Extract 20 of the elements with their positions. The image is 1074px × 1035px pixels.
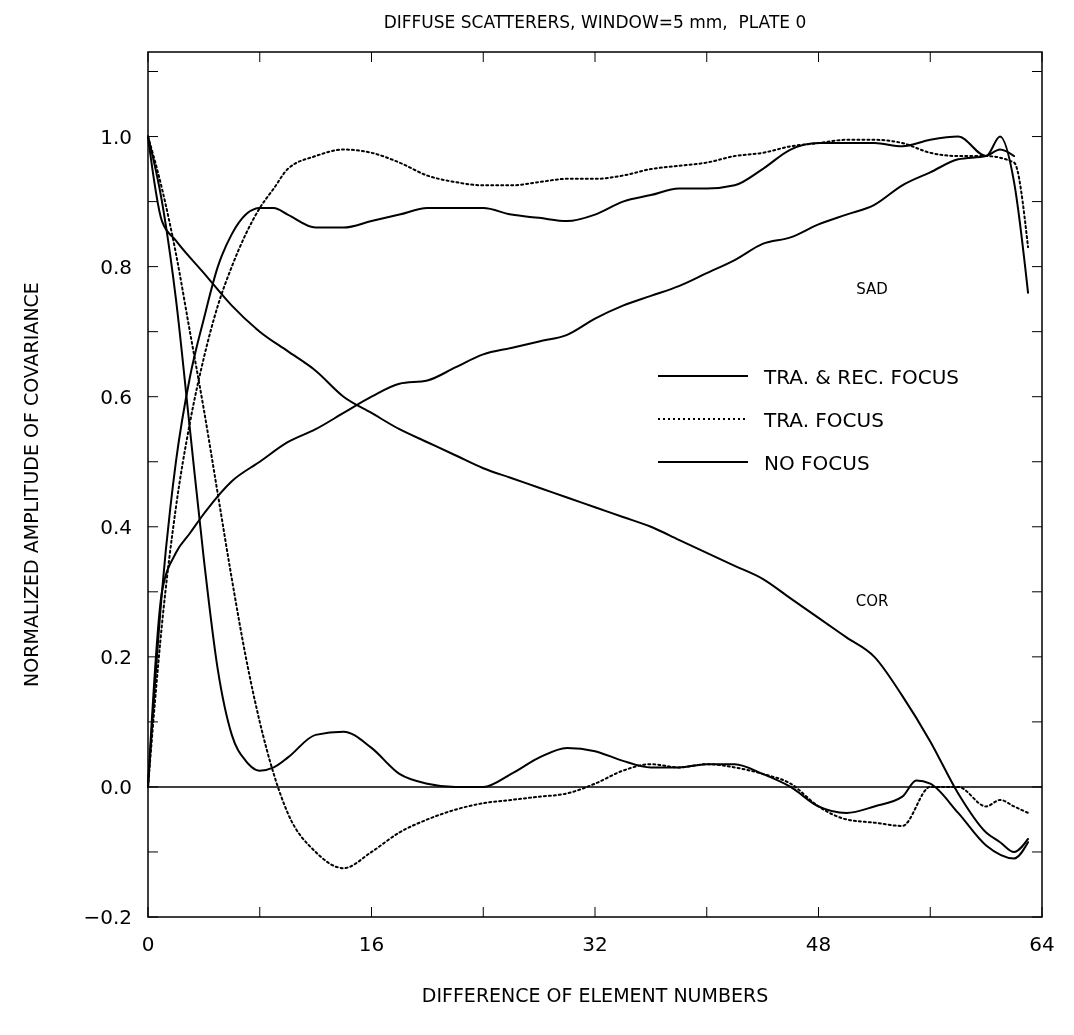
legend-label: TRA. & REC. FOCUS (763, 365, 960, 389)
legend-label: TRA. FOCUS (763, 408, 884, 432)
legend-label: NO FOCUS (764, 451, 870, 475)
y-tick-label: 0.0 (100, 774, 132, 799)
y-tick-label: 0.2 (100, 644, 132, 669)
x-tick-label: 0 (141, 932, 155, 956)
x-axis-title: DIFFERENCE OF ELEMENT NUMBERS (421, 984, 769, 1006)
annotation: COR (855, 591, 889, 610)
y-tick-label: 0.8 (100, 254, 132, 279)
x-tick-label: 32 (582, 932, 608, 956)
y-tick-label: 1.0 (100, 124, 132, 149)
y-tick-label: 0.4 (100, 514, 132, 539)
y-tick-label: 0.6 (100, 384, 132, 409)
x-tick-label: 16 (358, 932, 385, 956)
x-tick-label: 48 (805, 932, 832, 956)
chart-title: DIFFUSE SCATTERERS, WINDOW=5 mm, PLATE 0 (383, 12, 807, 32)
y-tick-label: −0.2 (83, 905, 132, 929)
annotation: SAD (856, 280, 888, 299)
y-axis-title: NORMALIZED AMPLITUDE OF COVARIANCE (20, 282, 42, 687)
x-tick-label: 64 (1029, 932, 1055, 956)
